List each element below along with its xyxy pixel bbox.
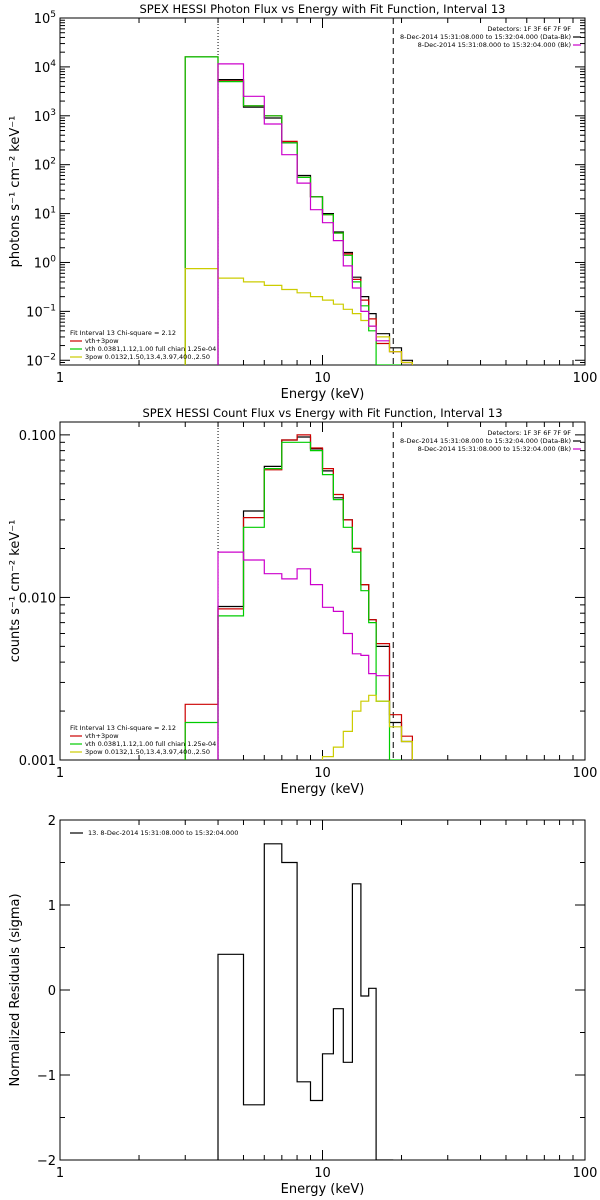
y-tick-label: −2 [37,1154,56,1169]
y-tick-label: 0.100 [19,429,56,444]
x-tick-label: 10 [314,371,331,386]
series-line-0 [217,843,394,1160]
legend-top-text: 8-Dec-2014 15:31:08.000 to 15:32:04.000 … [418,445,571,453]
y-tick-label: 10−2 [26,352,56,369]
series-line-0 [217,78,413,365]
x-tick-label: 10 [314,1166,331,1181]
x-tick-label: 1 [56,1166,64,1181]
y-tick-label: 101 [34,206,56,223]
x-tick-label: 1 [56,371,64,386]
legend-fit-header: Fit Interval 13 Chi-square = 2.12 [70,724,176,732]
y-tick-label: 1 [48,899,56,914]
x-tick-label: 10 [314,766,331,781]
y-axis-label: Normalized Residuals (sigma) [8,893,23,1086]
y-tick-label: 0 [48,984,56,999]
y-tick-label: 0.010 [19,591,56,606]
series-line-1 [184,56,413,365]
series-group [217,843,394,1160]
x-axis-label: Energy (keV) [281,782,365,797]
y-tick-label: 10−1 [26,303,56,320]
x-tick-label: 1 [56,766,64,781]
series-line-2 [184,441,402,760]
legend-top-text: Detectors: 1F 3F 6F 7F 9F [487,429,571,437]
legend-fit-entry: vth 0.0381,1.12,1.00 full chian 1.25e-04 [85,740,216,748]
x-axis-label: Energy (keV) [281,1182,365,1197]
chart-panel-3: 1 10 100 −2 −1 0 1 2 Energy (keV) Normalized Resi… [8,814,597,1197]
series-line-2 [184,56,402,365]
legend-fit-header: Fit Interval 13 Chi-square = 2.12 [70,329,176,337]
legend-top-text: 8-Dec-2014 15:31:08.000 to 15:32:04.000 … [400,437,571,445]
legend-top-text: Detectors: 1F 3F 6F 7F 9F [487,25,571,33]
y-axis-label: counts s⁻¹ cm⁻² keV⁻¹ [8,520,23,663]
series-group [184,434,413,760]
series-group [184,56,413,365]
legend-top-text: 8-Dec-2014 15:31:08.000 to 15:32:04.000 … [418,41,571,49]
legend-fit-entry: vth+3pow [85,732,119,740]
legend-fit-entry: vth 0.0381,1.12,1.00 full chian 1.25e-04 [85,345,216,353]
series-line-3 [321,694,413,760]
chart-title: SPEX HESSI Count Flux vs Energy with Fit… [142,406,502,420]
series-line-0 [217,436,413,760]
chart-title: SPEX HESSI Photon Flux vs Energy with Fi… [139,2,505,16]
x-axis-label: Energy (keV) [281,387,365,402]
chart-panel-1: SPEX HESSI Photon Flux vs Energy with Fi… [8,2,597,402]
y-tick-label: 0.001 [19,754,56,769]
x-tick-label: 100 [573,766,598,781]
x-tick-label: 100 [573,371,598,386]
y-tick-label: 104 [34,59,57,76]
series-line-4 [217,551,390,760]
y-tick-label: 100 [34,254,57,271]
chart-panel-2: SPEX HESSI Count Flux vs Energy with Fit… [8,406,597,797]
legend-fit-entry: vth+3pow [85,337,119,345]
series-line-4 [217,63,390,365]
series-line-1 [184,434,413,760]
y-tick-label: 102 [34,157,56,174]
plot-frame [59,819,586,1161]
y-tick-label: −1 [37,1069,56,1084]
legend-top-text: 13. 8-Dec-2014 15:31:08.000 to 15:32:04.… [88,829,238,837]
y-tick-label: 103 [34,108,56,125]
legend-top-text: 8-Dec-2014 15:31:08.000 to 15:32:04.000 … [400,33,571,41]
series-line-3 [184,268,413,365]
legend-fit-entry: 3pow 0.0132,1.50,13.4,3.97,400.,2.50 [85,353,210,361]
legend-fit-entry: 3pow 0.0132,1.50,13.4,3.97,400.,2.50 [85,748,210,756]
y-tick-label: 2 [48,814,56,829]
y-tick-label: 105 [34,10,56,27]
plot-frame [59,17,586,366]
x-tick-label: 100 [573,1166,598,1181]
y-axis-label: photons s⁻¹ cm⁻² keV⁻¹ [8,116,23,268]
